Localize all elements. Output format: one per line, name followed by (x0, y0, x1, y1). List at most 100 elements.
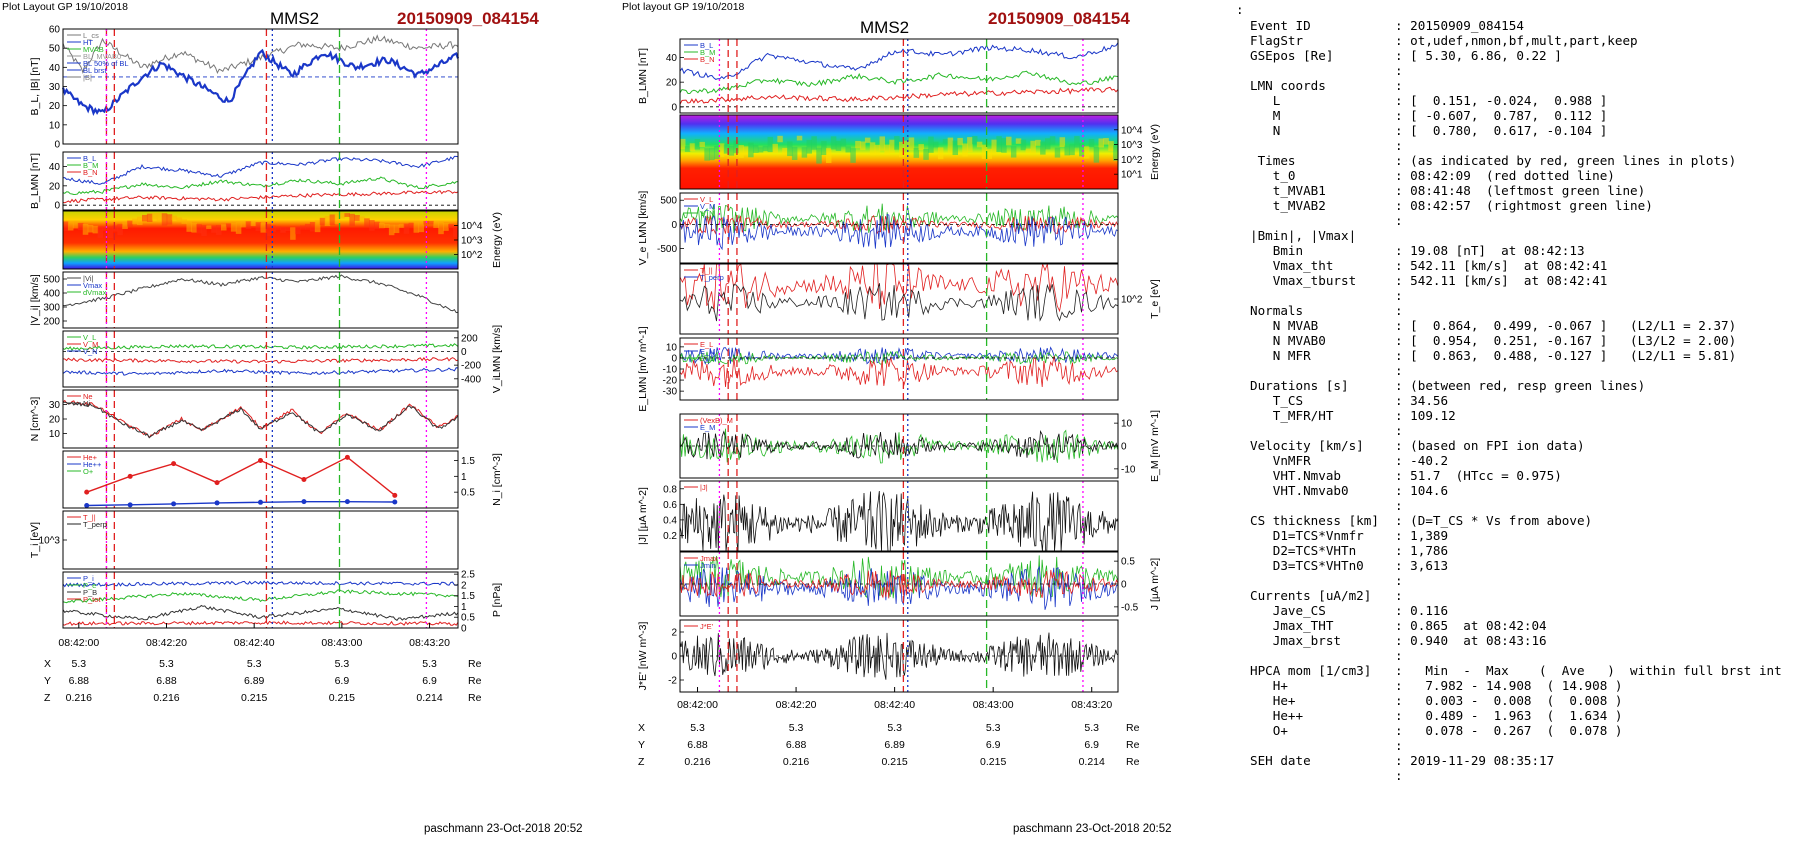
spectrogram-cell (221, 224, 227, 231)
summary-value: : 109.12 (1395, 408, 1456, 423)
spectrogram-cell (443, 222, 449, 231)
legend-label: T_|| (83, 513, 96, 522)
summary-key: |Bmin|, |Vmax| (1250, 228, 1357, 243)
summary-key: Jmax_THT (1250, 618, 1334, 633)
tick-label: -500 (657, 244, 677, 255)
spectrogram-cell (77, 222, 84, 231)
time-tick-label: 08:42:20 (146, 637, 187, 649)
spectrogram-cell (991, 139, 997, 155)
tick-label: 0 (671, 652, 677, 663)
spectrogram-cell (379, 223, 385, 229)
spectrogram-cell (151, 212, 158, 220)
panel-frame (62, 151, 459, 211)
tick-label: 300 (43, 303, 60, 314)
summary-key: Jave_CS (1250, 603, 1326, 618)
axis-label: B_LMN [nT] (29, 153, 41, 209)
spectrogram-cell (811, 136, 817, 150)
tick-label: 1 (461, 472, 467, 483)
series-line (679, 283, 1119, 322)
tick-label: 30 (49, 82, 61, 93)
spectrogram-cell (923, 149, 929, 160)
spectrogram-cell (374, 221, 380, 229)
spectrogram-cell (903, 140, 910, 150)
series-line (679, 213, 1119, 251)
tick-label: 0 (1121, 442, 1127, 453)
spectrogram-cell (728, 146, 735, 156)
data-point (301, 477, 307, 482)
spectrogram-cell (186, 221, 192, 232)
position-value: 0.216 (66, 692, 92, 704)
summary-key: Durations [s] (1250, 378, 1349, 393)
position-row-label: Z (44, 692, 51, 704)
spectrogram-cell (339, 212, 346, 219)
legend-label: V_L (83, 333, 96, 342)
summary-value: : (1395, 498, 1403, 513)
summary-value: : [ 0.954, 0.251, -0.167 ] (L3/L2 = 2.00… (1395, 333, 1737, 348)
tick-label: -200 (461, 361, 481, 372)
summary-key: N MFR (1250, 348, 1311, 363)
data-point (392, 492, 398, 498)
panel-frame (62, 510, 459, 570)
legend-label: E_L (700, 340, 713, 349)
spectrogram-cell (753, 145, 759, 153)
spectrogram-cell (334, 213, 341, 224)
summary-value: : 08:42:09 (red dotted line) (1395, 168, 1615, 183)
legend-label: MVAB (83, 45, 104, 54)
summary-value: : 19.08 [nT] at 08:42:13 (1395, 243, 1585, 258)
right-panel-spec: 10^1 10^2 10^3 10^4 Energy (eV) (679, 114, 1161, 190)
data-point (258, 499, 263, 505)
summary-value: : 1,389 (1395, 528, 1449, 543)
spectrogram-cell (433, 221, 439, 228)
summary-value: : 0.003 - 0.008 ( 0.008 ) (1395, 693, 1623, 708)
spectrogram-cell (1015, 138, 1022, 144)
summary-key: VnMFR (1250, 453, 1311, 468)
time-tick-label: 08:42:40 (874, 699, 915, 711)
spectrogram-cell (791, 146, 798, 161)
position-row-label: X (44, 658, 51, 670)
spectrogram-cell (937, 147, 944, 160)
data-point (171, 501, 177, 507)
tick-label: -400 (461, 374, 481, 385)
time-tick-label: 08:42:20 (776, 699, 817, 711)
summary-value: : 08:42:57 (rightmost green line) (1395, 198, 1653, 213)
tick-label: 50 (49, 44, 61, 55)
spectrogram-cell (1054, 147, 1061, 158)
summary-value: : 34.56 (1395, 393, 1449, 408)
summary-value: : (1395, 63, 1403, 78)
spectrogram-cell (699, 141, 705, 147)
summary-key: Vmax_tht (1250, 258, 1334, 273)
legend-label: B_L (700, 41, 713, 50)
tick-label: 0 (54, 140, 60, 151)
spectrogram-cell (265, 224, 271, 237)
position-row-label: Z (638, 756, 645, 768)
series-line (62, 604, 459, 621)
panel-frame (679, 480, 1119, 552)
position-value: 6.88 (156, 675, 177, 687)
spectrogram-cell (408, 222, 415, 229)
spectrogram-cell (762, 145, 769, 152)
left-panel-Nion: 0.5 1 1.5 N_i [cm^-3] He+He++O+ (62, 450, 503, 509)
left-header: Plot Layout GP 19/10/2018 (2, 1, 128, 13)
tick-label: 500 (43, 275, 60, 286)
legend-label: BL brst (83, 66, 107, 75)
summary-value: : ot,udef,nmon,bf,mult,part,keep (1395, 33, 1638, 48)
position-value: 5.3 (71, 658, 86, 670)
legend-label: dVmax (83, 288, 107, 297)
position-value: 6.9 (986, 739, 1001, 751)
spectrogram-cell (216, 225, 222, 235)
data-point (127, 502, 133, 508)
spectrogram-cell (137, 216, 143, 226)
series-line (62, 176, 459, 196)
position-value: 6.89 (884, 739, 905, 751)
spectrogram-cell (1083, 146, 1090, 159)
left-footer: paschmann 23-Oct-2018 20:52 (424, 823, 583, 835)
tick-label: 10^2 (461, 250, 483, 261)
tick-label: 0 (54, 201, 60, 212)
summary-value: : [ -0.607, 0.787, 0.112 ] (1395, 108, 1608, 123)
spectrogram-cell (230, 222, 237, 232)
tick-label: 40 (49, 63, 61, 74)
series-line (62, 343, 459, 352)
spectrogram-cell (855, 140, 861, 149)
